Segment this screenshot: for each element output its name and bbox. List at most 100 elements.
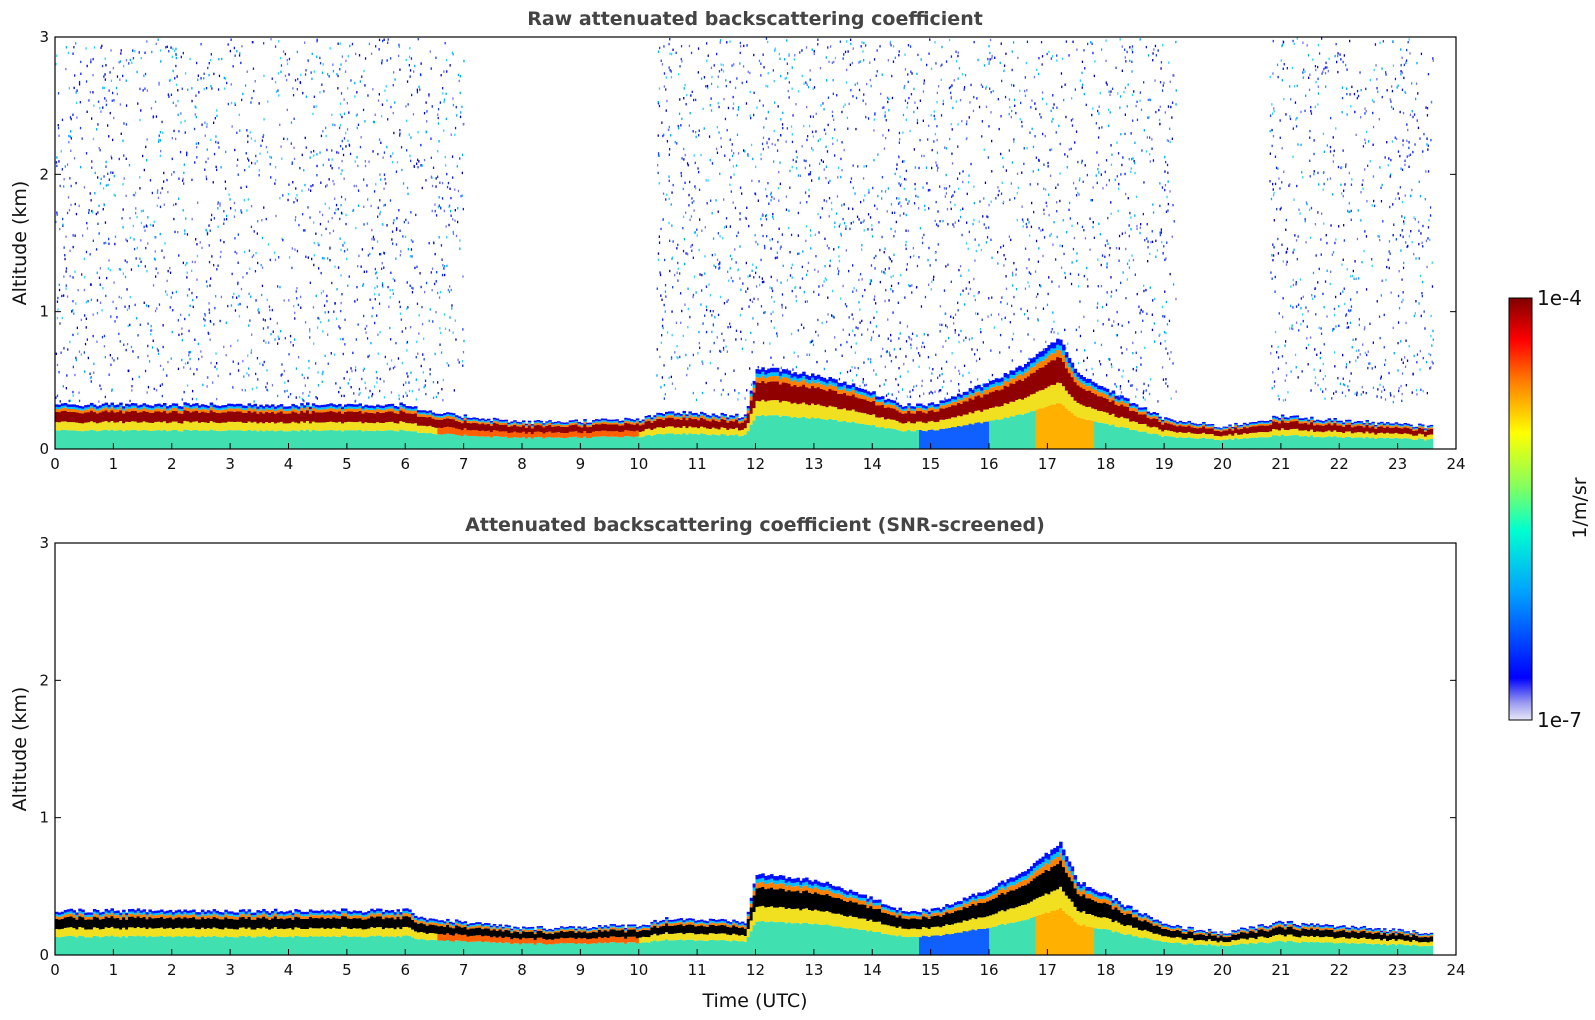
noise-speckle	[901, 388, 904, 391]
noise-speckle	[195, 94, 197, 97]
noise-speckle	[745, 261, 747, 265]
noise-speckle	[1379, 383, 1381, 387]
noise-speckle	[1309, 175, 1311, 178]
backscatter-cell	[55, 404, 59, 407]
noise-speckle	[1145, 389, 1147, 392]
noise-speckle	[881, 190, 883, 193]
noise-speckle	[184, 232, 186, 235]
noise-speckle	[1273, 107, 1275, 110]
noise-speckle	[1122, 271, 1124, 274]
noise-speckle	[905, 355, 907, 358]
noise-speckle	[1043, 212, 1045, 216]
noise-speckle	[184, 119, 186, 123]
noise-speckle	[881, 197, 883, 200]
noise-speckle	[785, 76, 788, 80]
noise-speckle	[374, 321, 376, 325]
noise-speckle	[1414, 218, 1416, 221]
noise-speckle	[292, 87, 294, 90]
noise-speckle	[441, 181, 444, 185]
noise-speckle	[811, 48, 813, 51]
noise-speckle	[813, 290, 815, 294]
noise-speckle	[899, 175, 901, 178]
noise-speckle	[64, 254, 66, 257]
noise-speckle	[1405, 59, 1408, 62]
noise-speckle	[229, 372, 231, 376]
noise-speckle	[1047, 292, 1049, 296]
noise-speckle	[462, 328, 464, 331]
noise-speckle	[370, 204, 372, 208]
noise-speckle	[1005, 169, 1007, 172]
noise-speckle	[303, 376, 305, 380]
noise-speckle	[840, 175, 842, 179]
noise-speckle	[205, 87, 208, 90]
noise-speckle	[352, 208, 355, 212]
noise-speckle	[660, 294, 662, 297]
noise-speckle	[671, 257, 673, 261]
noise-speckle	[284, 390, 286, 393]
noise-speckle	[162, 324, 164, 327]
noise-speckle	[270, 333, 272, 336]
backscatter-cell	[95, 423, 100, 432]
noise-speckle	[92, 91, 94, 94]
noise-speckle	[75, 356, 77, 360]
noise-speckle	[1427, 144, 1429, 147]
backscatter-cell	[116, 404, 120, 408]
noise-speckle	[1057, 332, 1059, 335]
noise-speckle	[1068, 148, 1070, 151]
noise-speckle	[452, 230, 454, 234]
noise-speckle	[176, 83, 178, 86]
noise-speckle	[271, 77, 273, 80]
noise-speckle	[97, 123, 99, 126]
noise-speckle	[958, 369, 960, 373]
noise-speckle	[706, 308, 708, 312]
noise-speckle	[1073, 236, 1076, 240]
noise-speckle	[1047, 161, 1049, 165]
noise-speckle	[903, 212, 905, 215]
noise-speckle	[1269, 180, 1271, 183]
noise-speckle	[80, 165, 82, 169]
noise-speckle	[446, 264, 448, 268]
noise-speckle	[739, 51, 741, 55]
noise-speckle	[99, 283, 101, 286]
noise-speckle	[367, 94, 369, 97]
noise-speckle	[1384, 358, 1387, 362]
noise-speckle	[1068, 54, 1070, 57]
noise-speckle	[243, 199, 245, 202]
noise-speckle	[394, 279, 396, 282]
noise-speckle	[892, 45, 895, 48]
noise-speckle	[1171, 137, 1173, 140]
noise-speckle	[1380, 377, 1382, 380]
noise-speckle	[1313, 368, 1315, 371]
noise-speckle	[137, 264, 140, 267]
noise-speckle	[304, 321, 307, 324]
noise-speckle	[808, 124, 811, 128]
noise-speckle	[308, 359, 310, 363]
noise-speckle	[903, 160, 905, 163]
noise-speckle	[1345, 163, 1347, 166]
noise-speckle	[67, 196, 70, 199]
noise-speckle	[243, 375, 245, 378]
noise-speckle	[346, 128, 349, 131]
noise-speckle	[216, 397, 218, 401]
noise-speckle	[844, 303, 847, 306]
noise-speckle	[989, 51, 991, 55]
noise-speckle	[297, 356, 300, 359]
noise-speckle	[879, 45, 881, 48]
backscatter-cell	[75, 405, 79, 408]
noise-speckle	[958, 372, 961, 375]
backscatter-cell	[119, 429, 123, 449]
noise-speckle	[1285, 263, 1288, 266]
noise-speckle	[1140, 223, 1142, 226]
noise-speckle	[1405, 339, 1407, 342]
noise-speckle	[765, 214, 768, 217]
noise-speckle	[229, 198, 231, 201]
noise-speckle	[1295, 239, 1298, 242]
noise-speckle	[1296, 116, 1298, 120]
noise-speckle	[719, 172, 721, 175]
noise-speckle	[755, 271, 757, 275]
noise-speckle	[1078, 179, 1081, 182]
noise-speckle	[114, 242, 116, 246]
noise-speckle	[1390, 105, 1393, 109]
noise-speckle	[1282, 67, 1284, 70]
noise-speckle	[716, 151, 719, 154]
